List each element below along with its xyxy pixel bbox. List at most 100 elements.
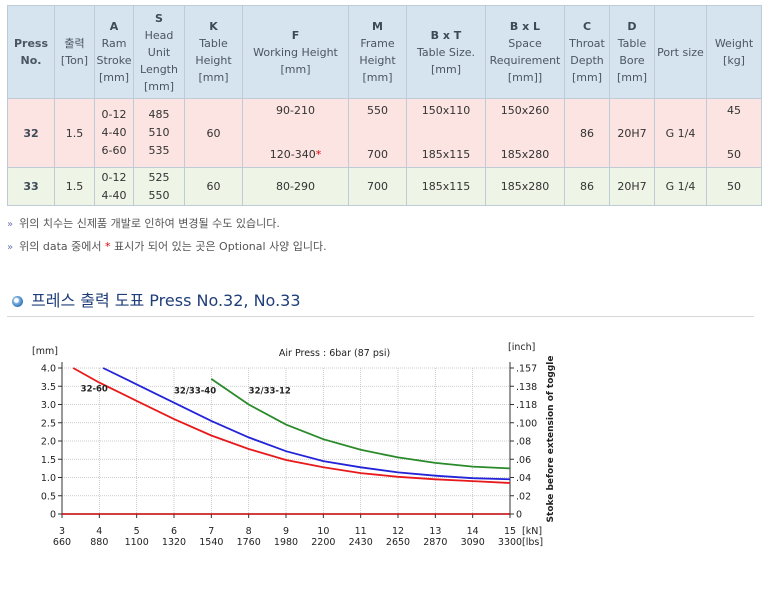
weight-cell: 50 [706, 167, 762, 206]
x-tick-label-lbs: 1760 [237, 537, 261, 548]
x-tick-label-kn: 12 [392, 526, 404, 537]
header-cell: M Frame Height [mm] [348, 5, 407, 99]
y-tick-label: 2.5 [41, 418, 56, 429]
series-line-32-33-40 [102, 367, 511, 481]
working-height-cell: 90-210 120-340* [242, 98, 349, 168]
x-tick-label-kn: 9 [283, 526, 289, 537]
space-requirement-cell: 150x260 185x280 [485, 98, 565, 168]
y-tick-label: 3.5 [41, 382, 56, 393]
stroke-cell: 0-12 4-40 [94, 167, 134, 206]
note-marker-icon: » [7, 219, 14, 230]
x-tick-label-kn: 8 [246, 526, 252, 537]
table-height-cell: 60 [184, 167, 243, 206]
x-tick-label-lbs: 2650 [386, 537, 410, 548]
y-tick-label: 2.0 [41, 437, 56, 448]
x-tick-label-lbs: 1980 [274, 537, 298, 548]
series-line-32-33-12 [210, 378, 511, 470]
ton-cell: 1.5 [54, 167, 95, 206]
optional-star: * [315, 148, 322, 161]
y-tick-label: 1.5 [41, 455, 56, 466]
header-cell: F Working Height [mm] [242, 5, 349, 99]
x-tick-label-kn: 10 [317, 526, 329, 537]
space-requirement-cell: 185x280 [485, 167, 565, 206]
y-tick-label: 1.0 [41, 473, 56, 484]
x-tick-label-kn: 4 [96, 526, 102, 537]
header-cell: Weight [kg] [706, 5, 762, 99]
x-tick-label-kn: 3 [59, 526, 65, 537]
bullet-icon [12, 296, 23, 307]
header-cell: B x T Table Size. [mm] [406, 5, 486, 99]
spec-table: Press No. 출력 [Ton] A Ram Stroke [mm] S Head Unit Le… [7, 5, 762, 206]
x-tick-label-lbs: 1540 [199, 537, 223, 548]
ton-cell: 1.5 [54, 98, 95, 168]
header-cell: C Throat Depth [mm] [564, 5, 610, 99]
port-size-cell: G 1/4 [654, 98, 707, 168]
weight-cell: 45 50 [706, 98, 762, 168]
x-tick-label-lbs: 3090 [461, 537, 485, 548]
table-row-32: 32 1.5 0-12 4-40 6-60 485 510 535 60 90-210 … [7, 98, 762, 168]
y2-tick-label: .118 [516, 400, 537, 411]
header-cell: Port size [654, 5, 707, 99]
x-tick-label-kn: 15 [504, 526, 516, 537]
table-bore-cell: 20H7 [609, 167, 655, 206]
x-tick-label-kn: 14 [467, 526, 479, 537]
x-tick-label-kn: 7 [208, 526, 214, 537]
y2-tick-label: .138 [516, 382, 537, 393]
x-tick-label-lbs: 3300 [498, 537, 522, 548]
force-stroke-chart: 3660488051100613207154081760919801022001… [32, 342, 556, 548]
y2-tick-label: .100 [516, 418, 537, 429]
table-row-33: 33 1.5 0-12 4-40 525 550 60 80-290 700 185… [7, 167, 762, 206]
x-tick-label-lbs: 1320 [162, 537, 186, 548]
x-axis-label-lbs: [lbs] [522, 537, 543, 548]
frame-height-cell: 700 [348, 167, 407, 206]
header-cell: B x L Space Requirement [mm]] [485, 5, 565, 99]
header-cell: K Table Height [mm] [184, 5, 243, 99]
y2-axis-label: [inch] [508, 342, 535, 353]
y-tick-label: 0.5 [41, 491, 56, 502]
working-height-cell: 80-290 [242, 167, 349, 206]
press-no-cell: 32 [7, 98, 55, 168]
x-tick-label-kn: 11 [355, 526, 367, 537]
x-tick-label-kn: 5 [134, 526, 140, 537]
y2-tick-label: .08 [516, 437, 531, 448]
header-cell: 출력 [Ton] [54, 5, 95, 99]
x-axis-label-kn: [kN] [522, 526, 542, 537]
series-label: 32/33-12 [249, 387, 291, 397]
press-no-cell: 33 [7, 167, 55, 206]
stroke-cell: 0-12 4-40 6-60 [94, 98, 134, 168]
table-size-cell: 150x110 185x115 [406, 98, 486, 168]
chart-title: Air Press : 6bar (87 psi) [279, 348, 390, 359]
x-tick-label-kn: 13 [429, 526, 441, 537]
y2-tick-label: .04 [516, 473, 531, 484]
x-tick-label-lbs: 660 [53, 537, 71, 548]
port-size-cell: G 1/4 [654, 167, 707, 206]
x-tick-label-lbs: 880 [90, 537, 108, 548]
y2-axis-title: Stoke before extension of toggle [546, 356, 556, 523]
header-cell: Press No. [7, 5, 55, 99]
y-tick-label: 4.0 [41, 364, 56, 375]
x-tick-label-lbs: 2430 [349, 537, 373, 548]
x-tick-label-lbs: 2200 [311, 537, 335, 548]
table-header-row: Press No. 출력 [Ton] A Ram Stroke [mm] S Head Unit Le… [7, 5, 762, 99]
y2-tick-label: .157 [516, 364, 537, 375]
series-label: 32-60 [81, 385, 108, 395]
x-tick-label-lbs: 2870 [423, 537, 447, 548]
head-length-cell: 525 550 [133, 167, 185, 206]
header-cell: S Head Unit Length [mm] [133, 5, 185, 99]
section-title: 프레스 출력 도표 Press No.32, No.33 [12, 287, 301, 311]
note-optional: » 위의 data 중에서 * 표시가 되어 있는 곳은 Optional 사양 … [7, 240, 327, 253]
table-size-cell: 185x115 [406, 167, 486, 206]
table-height-cell: 60 [184, 98, 243, 168]
y-tick-label: 3.0 [41, 400, 56, 411]
throat-depth-cell: 86 [564, 98, 610, 168]
y-axis-label: [mm] [32, 346, 58, 357]
throat-depth-cell: 86 [564, 167, 610, 206]
frame-height-cell: 550 700 [348, 98, 407, 168]
y-tick-label: 0 [50, 510, 56, 521]
divider [7, 316, 754, 317]
note-dimensions: » 위의 치수는 신제품 개발로 인하여 변경될 수도 있습니다. [7, 217, 280, 230]
header-cell: D Table Bore [mm] [609, 5, 655, 99]
y2-tick-label: .06 [516, 455, 531, 466]
series-label: 32/33-40 [174, 387, 216, 397]
y2-tick-label: 0 [516, 510, 522, 521]
